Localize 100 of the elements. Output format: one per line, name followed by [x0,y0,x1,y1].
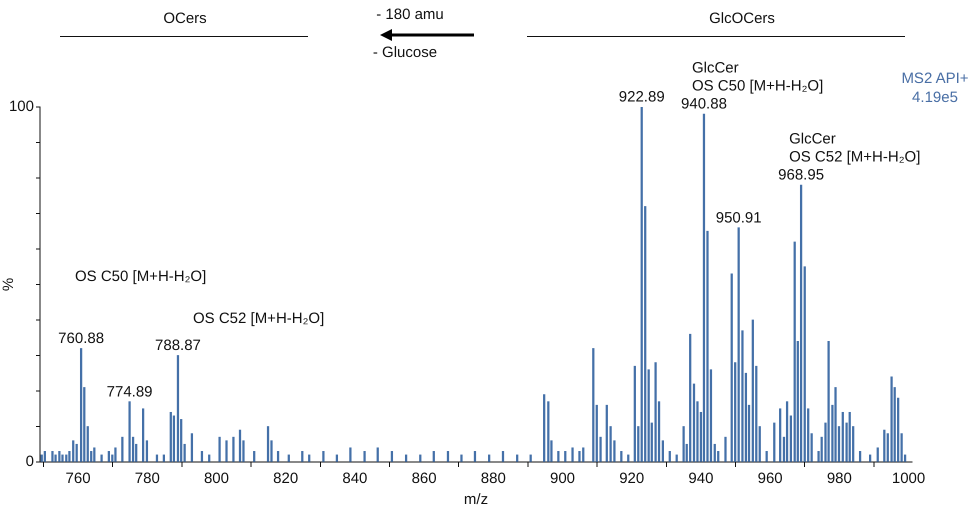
bar [54,454,57,462]
y-tick-label: 100 [8,98,34,116]
x-tick-label: 960 [758,470,783,488]
bar [376,447,379,462]
annotation: GlcCer [789,130,836,148]
bar [578,451,581,462]
bar [676,454,678,462]
bar [620,451,622,462]
bar [627,454,630,462]
bar [44,451,46,462]
bar [543,394,546,462]
bar [766,451,768,462]
bar [65,454,68,462]
bar [634,366,636,462]
text: GlcOCers [709,10,775,27]
x-tick-label: 940 [688,470,714,488]
bar [779,408,782,462]
bar [883,430,886,462]
text: 4.19e5 [912,89,958,106]
bar [93,447,96,462]
x-tick-label: 800 [204,470,229,488]
bar [390,451,394,462]
x-tick-label: 860 [412,470,437,488]
bar [61,454,64,462]
annotation: 760.88 [58,330,104,348]
bar [858,451,862,462]
bar [100,454,103,462]
annotation: OS C50 [M+H-H₂O] [75,268,206,285]
bar [432,451,435,462]
x-tick-label: 880 [480,470,506,488]
x-tick-label: 760 [66,470,91,488]
bar [773,422,776,462]
bar [276,451,280,462]
text: - 180 amu [376,6,444,23]
annotation: 774.89 [106,383,153,400]
annotation: 950.91 [716,209,762,226]
bar [162,454,166,462]
bar [108,451,110,462]
annotation: 940.88 [681,96,727,113]
bar [301,451,304,462]
bar [40,454,43,462]
bar [794,242,796,462]
bar [848,412,851,462]
bar [404,454,408,462]
annotation: 922.89 [618,88,665,106]
bar [51,451,54,462]
bar [592,348,594,462]
x-tick-label: 840 [342,470,368,488]
bar [460,454,463,462]
bar [869,454,872,462]
annotation: OS C52 [M+H-H₂O] [789,148,920,166]
bar [474,451,476,462]
bar [363,451,366,462]
bar [502,451,504,462]
bar [308,454,310,462]
text: - Glucose [372,44,438,61]
annotation: GlcCer [692,60,739,77]
text: MS2 API+ [901,70,969,87]
bar [640,107,643,462]
bar [238,430,242,462]
x-tick-label: 980 [826,470,852,488]
bar [557,451,560,462]
bar [668,451,671,462]
bar [156,454,158,462]
bar [76,444,78,462]
x-tick-label: 780 [134,470,160,488]
bar [516,454,518,462]
bar [322,451,325,462]
x-tick-label: 820 [273,470,298,488]
bar [842,412,844,462]
annotation: 788.87 [155,337,201,354]
bar [752,320,754,462]
bar [488,454,490,462]
bar [288,454,290,462]
bar [208,454,210,462]
bar [419,454,422,462]
x-tick-label: 900 [550,470,576,488]
bar [58,451,61,462]
bar [730,274,733,462]
bar [446,451,450,462]
bar [876,447,879,462]
y-tick-label: 0 [26,453,34,470]
y-axis-title: % [0,278,18,292]
bar [564,451,566,462]
text: OCers [163,10,207,27]
bar [121,436,124,462]
bar [689,334,692,462]
annotation: OS C50 [M+H-H₂O] [692,78,824,95]
bar [253,451,256,462]
bar [336,454,338,462]
bar [530,454,532,462]
bar [738,227,740,462]
bar [72,440,74,462]
annotation: 968.95 [778,166,824,184]
x-tick-label: 920 [619,470,644,488]
bar [170,412,172,462]
bar [582,447,584,462]
annotation: OS C52 [M+H-H₂O] [193,310,324,327]
x-axis-title: m/z [464,491,488,508]
bar [606,404,608,462]
